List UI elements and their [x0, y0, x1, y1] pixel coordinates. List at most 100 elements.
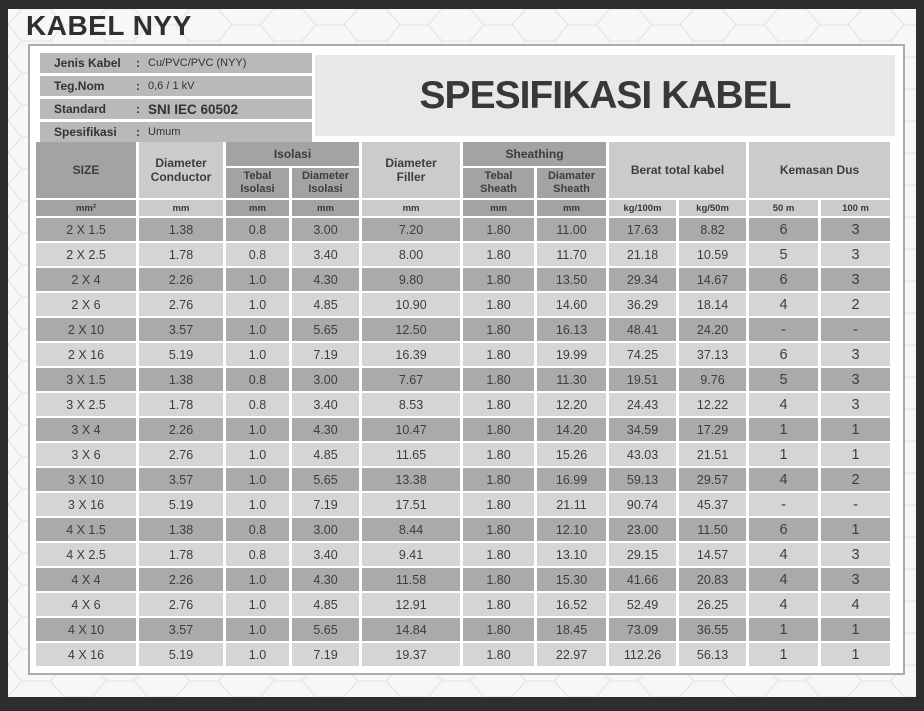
- value-cell: 1.80: [463, 393, 535, 416]
- value-cell: 0.8: [226, 243, 289, 266]
- table-row: 3 X 4 2.26 1.0 4.30 10.47 1.80 14.20 34.59 17.29…: [36, 418, 891, 441]
- value-cell: -: [821, 318, 891, 341]
- value-cell: 4: [749, 593, 819, 616]
- table-row: 4 X 16 5.19 1.0 7.19 19.37 1.80 22.97 112.26 56.…: [36, 643, 891, 666]
- value-cell: 9.76: [679, 368, 747, 391]
- value-cell: 23.00: [609, 518, 677, 541]
- value-cell: 2: [821, 293, 891, 316]
- value-cell: 21.51: [679, 443, 747, 466]
- page-title: KABEL NYY: [26, 10, 192, 41]
- value-cell: 11.50: [679, 518, 747, 541]
- value-cell: 8.82: [679, 218, 747, 241]
- table-row: 3 X 2.5 1.78 0.8 3.40 8.53 1.80 12.20 24.43 12.2…: [36, 393, 891, 416]
- value-cell: 1.80: [463, 368, 535, 391]
- value-cell: 0.8: [226, 393, 289, 416]
- value-cell: 4: [749, 543, 819, 566]
- value-cell: 11.70: [537, 243, 607, 266]
- col-header-tebal-isolasi: Tebal Isolasi: [226, 168, 289, 198]
- value-cell: 2.76: [139, 593, 223, 616]
- size-cell: 4 X 10: [36, 618, 136, 641]
- value-cell: 7.19: [292, 643, 360, 666]
- value-cell: 18.14: [679, 293, 747, 316]
- value-cell: 3: [821, 218, 891, 241]
- size-cell: 4 X 6: [36, 593, 136, 616]
- value-cell: 1.0: [226, 468, 289, 491]
- unit-cell: mm: [226, 200, 289, 216]
- info-value: SNI IEC 60502: [148, 101, 239, 117]
- value-cell: 6: [749, 268, 819, 291]
- value-cell: 17.29: [679, 418, 747, 441]
- table-row: 3 X 6 2.76 1.0 4.85 11.65 1.80 15.26 43.03 21.51…: [36, 443, 891, 466]
- value-cell: 16.99: [537, 468, 607, 491]
- value-cell: 1.78: [139, 243, 223, 266]
- value-cell: 7.67: [362, 368, 461, 391]
- info-colon: :: [136, 56, 140, 70]
- value-cell: 22.97: [537, 643, 607, 666]
- value-cell: 4.30: [292, 268, 360, 291]
- value-cell: 15.30: [537, 568, 607, 591]
- table-row: 3 X 10 3.57 1.0 5.65 13.38 1.80 16.99 59.13 29.5…: [36, 468, 891, 491]
- value-cell: 1.80: [463, 318, 535, 341]
- value-cell: 1.0: [226, 418, 289, 441]
- value-cell: 18.45: [537, 618, 607, 641]
- value-cell: 36.55: [679, 618, 747, 641]
- value-cell: 1.80: [463, 343, 535, 366]
- value-cell: 6: [749, 518, 819, 541]
- value-cell: 1: [821, 618, 891, 641]
- size-cell: 3 X 6: [36, 443, 136, 466]
- value-cell: 2.76: [139, 293, 223, 316]
- info-colon: :: [136, 102, 140, 116]
- value-cell: 1.0: [226, 268, 289, 291]
- table-row: 2 X 16 5.19 1.0 7.19 16.39 1.80 19.99 74.25 37.1…: [36, 343, 891, 366]
- main-title-box: SPESIFIKASI KABEL: [315, 55, 895, 136]
- info-value: Cu/PVC/PVC (NYY): [148, 57, 247, 69]
- table-row: 3 X 16 5.19 1.0 7.19 17.51 1.80 21.11 90.74 45.3…: [36, 493, 891, 516]
- value-cell: 6: [749, 343, 819, 366]
- table-row: 2 X 10 3.57 1.0 5.65 12.50 1.80 16.13 48.41 24.2…: [36, 318, 891, 341]
- col-header-berat-total: Berat total kabel: [609, 142, 747, 198]
- value-cell: 1.78: [139, 543, 223, 566]
- info-value: 0,6 / 1 kV: [148, 80, 195, 92]
- info-label: Jenis Kabel: [54, 56, 121, 70]
- value-cell: 11.00: [537, 218, 607, 241]
- value-cell: 12.10: [537, 518, 607, 541]
- size-cell: 4 X 4: [36, 568, 136, 591]
- value-cell: 14.20: [537, 418, 607, 441]
- value-cell: 14.57: [679, 543, 747, 566]
- value-cell: 1: [821, 443, 891, 466]
- unit-cell: kg/100m: [609, 200, 677, 216]
- value-cell: 7.20: [362, 218, 461, 241]
- table-header: SIZE Diameter Conductor Isolasi Diameter…: [36, 142, 891, 216]
- table-row: 4 X 4 2.26 1.0 4.30 11.58 1.80 15.30 41.66 20.83…: [36, 568, 891, 591]
- size-cell: 2 X 16: [36, 343, 136, 366]
- value-cell: 74.25: [609, 343, 677, 366]
- value-cell: 12.91: [362, 593, 461, 616]
- value-cell: 1.80: [463, 243, 535, 266]
- value-cell: 13.38: [362, 468, 461, 491]
- table-row: 2 X 2.5 1.78 0.8 3.40 8.00 1.80 11.70 21.18 10.5…: [36, 243, 891, 266]
- value-cell: 1.0: [226, 568, 289, 591]
- value-cell: 4.85: [292, 593, 360, 616]
- value-cell: 5: [749, 243, 819, 266]
- value-cell: 3: [821, 543, 891, 566]
- value-cell: 8.44: [362, 518, 461, 541]
- size-cell: 2 X 2.5: [36, 243, 136, 266]
- value-cell: 73.09: [609, 618, 677, 641]
- value-cell: 3.57: [139, 318, 223, 341]
- size-cell: 2 X 10: [36, 318, 136, 341]
- value-cell: 16.52: [537, 593, 607, 616]
- col-header-size: SIZE: [36, 142, 136, 198]
- value-cell: 1: [821, 418, 891, 441]
- value-cell: 3.57: [139, 468, 223, 491]
- value-cell: 90.74: [609, 493, 677, 516]
- value-cell: 2.76: [139, 443, 223, 466]
- value-cell: 8.53: [362, 393, 461, 416]
- value-cell: 1.0: [226, 593, 289, 616]
- value-cell: 2: [821, 468, 891, 491]
- value-cell: 56.13: [679, 643, 747, 666]
- table-row: 2 X 1.5 1.38 0.8 3.00 7.20 1.80 11.00 17.63 8.82…: [36, 218, 891, 241]
- info-row-teg-nom: Teg.Nom : 0,6 / 1 kV: [40, 76, 312, 96]
- value-cell: 1.38: [139, 368, 223, 391]
- value-cell: 4: [749, 568, 819, 591]
- col-header-diameter-filler: Diameter Filler: [362, 142, 461, 198]
